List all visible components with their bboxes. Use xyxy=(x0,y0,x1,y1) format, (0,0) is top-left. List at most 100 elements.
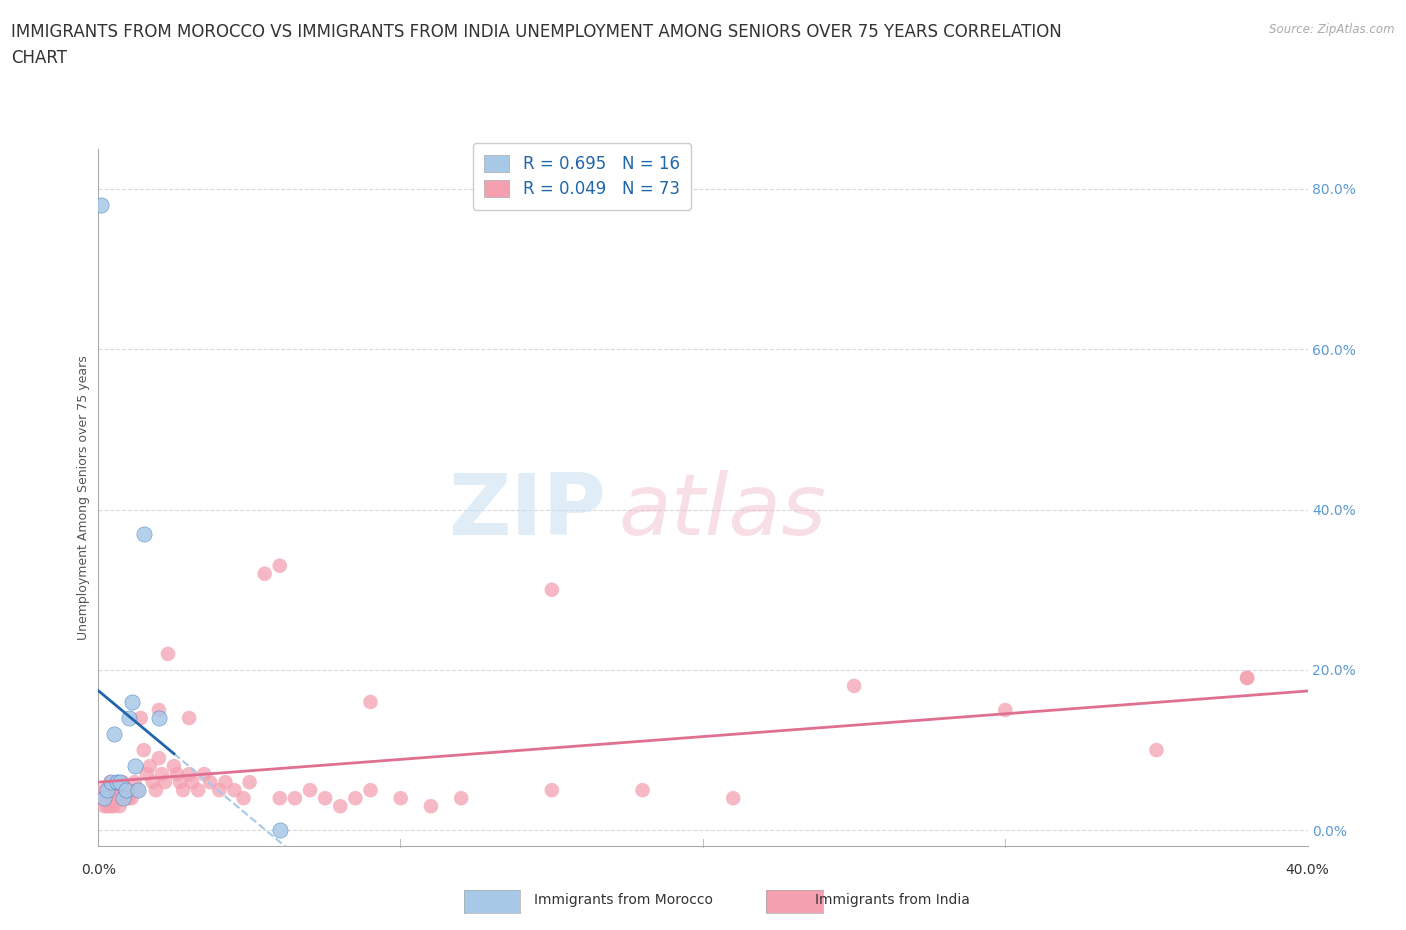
Point xyxy=(96,799,118,814)
Point xyxy=(111,790,134,805)
Point xyxy=(139,759,162,774)
Point xyxy=(193,766,215,781)
Point xyxy=(1236,671,1258,685)
Point xyxy=(105,775,128,790)
Point xyxy=(100,775,122,790)
Point xyxy=(114,783,136,798)
Point xyxy=(166,766,188,781)
Text: ZIP: ZIP xyxy=(449,470,606,553)
Point xyxy=(540,582,562,597)
Point xyxy=(96,790,118,805)
Point xyxy=(103,726,125,741)
Point xyxy=(200,775,222,790)
Point xyxy=(269,558,291,573)
Point xyxy=(1144,743,1167,758)
Point xyxy=(111,790,134,805)
Point xyxy=(108,775,131,790)
Point xyxy=(360,783,382,798)
Point xyxy=(121,695,143,710)
Point xyxy=(124,775,146,790)
Point xyxy=(163,759,186,774)
Point xyxy=(96,783,118,798)
Point xyxy=(1236,671,1258,685)
Point xyxy=(100,775,122,790)
Point xyxy=(344,790,367,805)
Point xyxy=(153,775,176,790)
Point xyxy=(994,702,1017,717)
Point xyxy=(132,526,155,541)
Point xyxy=(93,790,115,805)
Point xyxy=(90,790,112,805)
Text: CHART: CHART xyxy=(11,49,67,67)
Point xyxy=(121,790,143,805)
Point xyxy=(93,783,115,798)
Text: 40.0%: 40.0% xyxy=(1285,862,1330,877)
Point xyxy=(148,711,170,725)
Point xyxy=(103,783,125,798)
Point xyxy=(127,783,149,798)
Point xyxy=(93,799,115,814)
Text: atlas: atlas xyxy=(619,470,827,553)
Point xyxy=(420,799,443,814)
Point xyxy=(169,775,191,790)
Text: 0.0%: 0.0% xyxy=(82,862,115,877)
Point xyxy=(150,766,173,781)
Text: Immigrants from Morocco: Immigrants from Morocco xyxy=(534,893,713,908)
Point xyxy=(232,790,254,805)
Text: IMMIGRANTS FROM MOROCCO VS IMMIGRANTS FROM INDIA UNEMPLOYMENT AMONG SENIORS OVER: IMMIGRANTS FROM MOROCCO VS IMMIGRANTS FR… xyxy=(11,23,1062,41)
Point xyxy=(148,751,170,765)
Point xyxy=(187,783,209,798)
Text: Source: ZipAtlas.com: Source: ZipAtlas.com xyxy=(1270,23,1395,36)
Point xyxy=(389,790,412,805)
Point xyxy=(100,790,122,805)
Point xyxy=(114,790,136,805)
Point xyxy=(108,799,131,814)
Point xyxy=(108,783,131,798)
Point xyxy=(132,743,155,758)
Point xyxy=(239,775,262,790)
Point xyxy=(723,790,745,805)
Point xyxy=(96,783,118,798)
Point xyxy=(269,790,291,805)
Point xyxy=(108,790,131,805)
Point xyxy=(118,790,141,805)
Point xyxy=(450,790,472,805)
Point xyxy=(127,783,149,798)
Point xyxy=(269,823,291,838)
Point xyxy=(284,790,307,805)
Point xyxy=(100,799,122,814)
Point xyxy=(540,783,562,798)
Point xyxy=(105,790,128,805)
Point xyxy=(844,679,866,694)
Point xyxy=(156,646,179,661)
Point xyxy=(148,702,170,717)
Legend: R = 0.695   N = 16, R = 0.049   N = 73: R = 0.695 N = 16, R = 0.049 N = 73 xyxy=(472,143,692,209)
Point xyxy=(360,695,382,710)
Point xyxy=(314,790,336,805)
Text: |: | xyxy=(399,839,402,848)
Point xyxy=(224,783,246,798)
Point xyxy=(172,783,194,798)
Point xyxy=(253,566,276,581)
Point xyxy=(129,711,152,725)
Text: |: | xyxy=(1004,839,1007,848)
Point xyxy=(329,799,352,814)
Point xyxy=(118,711,141,725)
Point xyxy=(124,759,146,774)
Point xyxy=(214,775,236,790)
Y-axis label: Unemployment Among Seniors over 75 years: Unemployment Among Seniors over 75 years xyxy=(77,355,90,640)
Text: |: | xyxy=(702,839,704,848)
Point xyxy=(103,799,125,814)
Point xyxy=(118,783,141,798)
Point xyxy=(142,775,165,790)
Point xyxy=(105,783,128,798)
Point xyxy=(631,783,654,798)
Text: Immigrants from India: Immigrants from India xyxy=(815,893,970,908)
Point xyxy=(90,197,112,212)
Point xyxy=(181,775,204,790)
Point xyxy=(179,766,201,781)
Point xyxy=(179,711,201,725)
Point xyxy=(135,766,157,781)
Point xyxy=(111,775,134,790)
Point xyxy=(299,783,322,798)
